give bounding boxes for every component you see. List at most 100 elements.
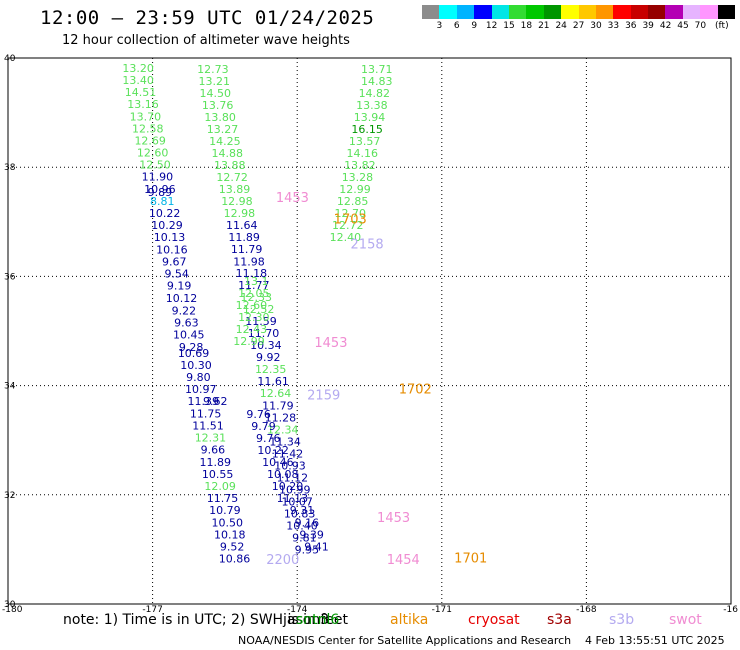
wave-height-value: 12.99 bbox=[339, 183, 371, 196]
legend-swot: swot bbox=[669, 612, 702, 628]
pass-time-label: 1453 bbox=[276, 191, 309, 206]
wave-height-value: 10.96 bbox=[144, 183, 176, 196]
wave-height-value: 10.83 bbox=[284, 507, 316, 520]
wave-height-value: 13.40 bbox=[122, 74, 154, 87]
wave-height-value: 13.80 bbox=[204, 111, 236, 124]
wave-height-value: 9.19 bbox=[167, 280, 192, 293]
legend-label: 18 bbox=[520, 21, 533, 31]
legend-swatch bbox=[508, 5, 527, 19]
page-title: 12:00 – 23:59 UTC 01/24/2025 bbox=[40, 7, 375, 29]
legend-swatch bbox=[474, 5, 492, 19]
wave-height-value: 11.75 bbox=[190, 407, 222, 420]
wave-height-value: 13.88 bbox=[214, 159, 246, 172]
pass-time-label: 1701 bbox=[454, 552, 487, 567]
wave-height-value: 11.18 bbox=[236, 267, 268, 280]
wave-height-value: 10.97 bbox=[185, 383, 217, 396]
wave-height-value: 12.52 bbox=[243, 303, 275, 316]
wave-height-value: 12.85 bbox=[337, 195, 369, 208]
wave-height-value: 11.79 bbox=[262, 399, 294, 412]
wave-height-value: 9.76 bbox=[256, 432, 281, 445]
wave-height-value: 14.50 bbox=[200, 87, 232, 100]
lat-tick-label: 32 bbox=[4, 491, 15, 501]
wave-height-value: 11.77 bbox=[238, 279, 270, 292]
wave-height-value: 10.40 bbox=[286, 519, 318, 532]
wave-height-value: 11.59 bbox=[245, 315, 277, 328]
wave-height-value: 10.34 bbox=[250, 339, 282, 352]
legend-label: 27 bbox=[572, 21, 585, 31]
legend-label: 30 bbox=[590, 21, 602, 31]
legend-label: 3 bbox=[436, 21, 443, 31]
color-scale-labels: 3 6 9 12 15 18 21 24 27 30 33 36 39 42 45 70 (ft) bbox=[422, 21, 740, 35]
legend-label: 39 bbox=[642, 21, 654, 31]
wave-height-value: 11.34 bbox=[269, 435, 301, 448]
legend-label: 6 bbox=[453, 21, 460, 31]
lat-tick-label: 34 bbox=[4, 382, 16, 392]
wave-height-value: 12.99 bbox=[233, 335, 265, 348]
wave-height-value: 14.25 bbox=[209, 135, 241, 148]
wave-height-value: 9.63 bbox=[174, 316, 199, 329]
wave-height-value: 14.16 bbox=[347, 147, 379, 160]
legend-label: 9 bbox=[471, 21, 478, 31]
wave-height-value: 10.93 bbox=[274, 459, 306, 472]
wave-height-value: 12.69 bbox=[134, 134, 166, 147]
wave-height-value: 13.57 bbox=[349, 135, 381, 148]
wave-height-value: 9.80 bbox=[186, 371, 211, 384]
legend-swatch bbox=[665, 5, 683, 19]
wave-height-value: 12.40 bbox=[330, 231, 362, 244]
lon-tick-label: -171 bbox=[432, 605, 452, 615]
footer-credit: NOAA/NESDIS Center for Satellite Applica… bbox=[238, 634, 572, 647]
wave-height-value: 13.1 bbox=[244, 275, 269, 288]
wave-height-value: 9.81 bbox=[292, 531, 317, 544]
legend-label: 70 bbox=[694, 21, 707, 31]
wave-height-value: 11.79 bbox=[231, 243, 263, 256]
wave-height-value: 12.30 bbox=[238, 311, 270, 324]
wave-height-value: 13.76 bbox=[202, 99, 234, 112]
legend-sentinel6: sntnl6 bbox=[296, 612, 340, 628]
wave-height-value: 11.13 bbox=[277, 492, 309, 505]
legend-jason3: jason3 bbox=[283, 612, 330, 628]
wave-height-value: 12.98 bbox=[224, 207, 256, 220]
pass-time-label: 1453 bbox=[377, 511, 410, 526]
lat-tick-label: 36 bbox=[4, 272, 16, 282]
wave-height-value: 12.60 bbox=[236, 299, 268, 312]
wave-height-value: 12.31 bbox=[195, 431, 227, 444]
wave-height-value: 10.45 bbox=[173, 328, 205, 341]
wave-height-value: 10.18 bbox=[214, 529, 246, 542]
legend-swatch bbox=[630, 5, 649, 19]
wave-height-value: 13.27 bbox=[207, 123, 239, 136]
wave-height-value: 10.12 bbox=[166, 292, 198, 305]
wave-height-value: 11.75 bbox=[207, 492, 239, 505]
legend-swatch bbox=[578, 5, 596, 19]
wave-height-value: 14.83 bbox=[361, 75, 393, 88]
wave-height-value: 12.73 bbox=[197, 63, 229, 76]
wave-height-value: 11.51 bbox=[192, 419, 224, 432]
legend-swatch bbox=[561, 5, 579, 19]
wave-height-value: 9.79 bbox=[251, 420, 276, 433]
wave-height-value: 10.86 bbox=[219, 553, 251, 566]
wave-height-value: 9.16 bbox=[295, 517, 320, 530]
legend-swatch bbox=[700, 5, 718, 19]
legend-swatch bbox=[456, 5, 475, 19]
pass-time-label: 2158 bbox=[351, 238, 384, 253]
wave-height-value: 11.12 bbox=[277, 471, 309, 484]
wave-height-value: 9.52 bbox=[220, 541, 245, 554]
wave-height-value: 12.35 bbox=[255, 363, 287, 376]
legend-swatch bbox=[595, 5, 614, 19]
legend-s3b: s3b bbox=[609, 612, 635, 628]
wave-height-value: 10.07 bbox=[281, 495, 313, 508]
wave-height-value: 10.69 bbox=[178, 347, 210, 360]
wave-height-value: 12.60 bbox=[137, 146, 169, 159]
wave-height-value: 10.46 bbox=[262, 456, 294, 469]
lon-tick-label: -16 bbox=[723, 605, 738, 615]
wave-height-value: 12.64 bbox=[260, 387, 292, 400]
legend-label: 12 bbox=[485, 21, 498, 31]
legend-swatch bbox=[682, 5, 701, 19]
legend-label: 45 bbox=[677, 21, 689, 31]
wave-height-value: 10.30 bbox=[180, 359, 212, 372]
wave-height-value: 9.28 bbox=[179, 341, 204, 354]
wave-height-value: 11.70 bbox=[248, 327, 280, 340]
wave-height-value: 13.94 bbox=[354, 111, 386, 124]
wave-height-value: 9.66 bbox=[201, 443, 226, 456]
footer-note: note: 1) Time is in UTC; 2) SWH is in fe… bbox=[63, 612, 349, 628]
